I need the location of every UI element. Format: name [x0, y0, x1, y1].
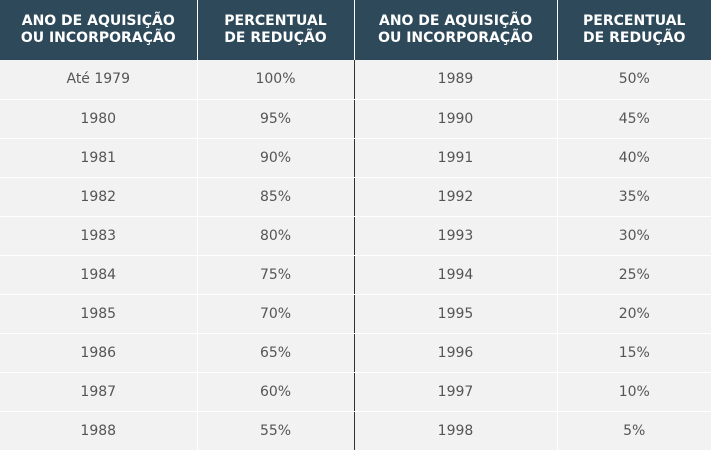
year-cell: 1985	[0, 294, 198, 334]
year-cell: 1981	[0, 138, 198, 178]
year-cell: 1992	[354, 177, 558, 217]
percent-cell: 65%	[197, 333, 355, 373]
year-cell: 1980	[0, 99, 198, 139]
percent-cell: 5%	[557, 411, 711, 451]
table-row: 1982 85% 1992 35%	[0, 177, 711, 217]
header-line: OU INCORPORAÇÃO	[378, 30, 533, 46]
table-body: Até 1979 100% 1989 50% 1980 95% 1990 45%…	[0, 60, 711, 451]
header-line: PERCENTUAL	[224, 13, 327, 29]
year-cell: 1991	[354, 138, 558, 178]
percent-cell: 30%	[557, 216, 711, 256]
percent-cell: 55%	[197, 411, 355, 451]
percent-cell: 85%	[197, 177, 355, 217]
header-year-right: ANO DE AQUISIÇÃO OU INCORPORAÇÃO	[354, 0, 558, 60]
percent-cell: 10%	[557, 372, 711, 412]
year-cell: 1986	[0, 333, 198, 373]
header-line: ANO DE AQUISIÇÃO	[21, 13, 175, 29]
percent-cell: 40%	[557, 138, 711, 178]
table-row: 1984 75% 1994 25%	[0, 255, 711, 295]
year-cell: 1997	[354, 372, 558, 412]
percent-cell: 15%	[557, 333, 711, 373]
percent-cell: 95%	[197, 99, 355, 139]
year-cell: 1996	[354, 333, 558, 373]
percent-cell: 75%	[197, 255, 355, 295]
table-row: 1981 90% 1991 40%	[0, 138, 711, 178]
year-cell: 1989	[354, 60, 558, 100]
header-line: DE REDUÇÃO	[224, 30, 327, 46]
table-row: 1985 70% 1995 20%	[0, 294, 711, 334]
year-cell: 1993	[354, 216, 558, 256]
header-line: PERCENTUAL	[583, 13, 686, 29]
year-cell: 1984	[0, 255, 198, 295]
header-percent-right: PERCENTUAL DE REDUÇÃO	[557, 0, 711, 60]
percent-cell: 50%	[557, 60, 711, 100]
table-row: 1980 95% 1990 45%	[0, 99, 711, 139]
percent-cell: 20%	[557, 294, 711, 334]
table-header: ANO DE AQUISIÇÃO OU INCORPORAÇÃO PERCENT…	[0, 0, 711, 60]
percent-cell: 80%	[197, 216, 355, 256]
table-row: 1986 65% 1996 15%	[0, 333, 711, 373]
table-row: Até 1979 100% 1989 50%	[0, 60, 711, 100]
percent-cell: 45%	[557, 99, 711, 139]
header-row: ANO DE AQUISIÇÃO OU INCORPORAÇÃO PERCENT…	[0, 0, 711, 60]
year-cell: 1994	[354, 255, 558, 295]
table-row: 1988 55% 1998 5%	[0, 411, 711, 451]
percent-cell: 90%	[197, 138, 355, 178]
percent-cell: 60%	[197, 372, 355, 412]
header-year-left: ANO DE AQUISIÇÃO OU INCORPORAÇÃO	[0, 0, 198, 60]
table-row: 1987 60% 1997 10%	[0, 372, 711, 412]
percent-cell: 25%	[557, 255, 711, 295]
year-cell: 1998	[354, 411, 558, 451]
year-cell: 1990	[354, 99, 558, 139]
year-cell: 1995	[354, 294, 558, 334]
year-cell: 1983	[0, 216, 198, 256]
year-cell: Até 1979	[0, 60, 198, 100]
year-cell: 1987	[0, 372, 198, 412]
header-line: OU INCORPORAÇÃO	[20, 30, 176, 46]
table-row: 1983 80% 1993 30%	[0, 216, 711, 256]
percent-cell: 100%	[197, 60, 355, 100]
header-line: ANO DE AQUISIÇÃO	[378, 13, 532, 29]
percent-cell: 70%	[197, 294, 355, 334]
year-cell: 1988	[0, 411, 198, 451]
year-cell: 1982	[0, 177, 198, 217]
header-percent-left: PERCENTUAL DE REDUÇÃO	[197, 0, 355, 60]
header-line: DE REDUÇÃO	[583, 30, 686, 46]
percent-cell: 35%	[557, 177, 711, 217]
